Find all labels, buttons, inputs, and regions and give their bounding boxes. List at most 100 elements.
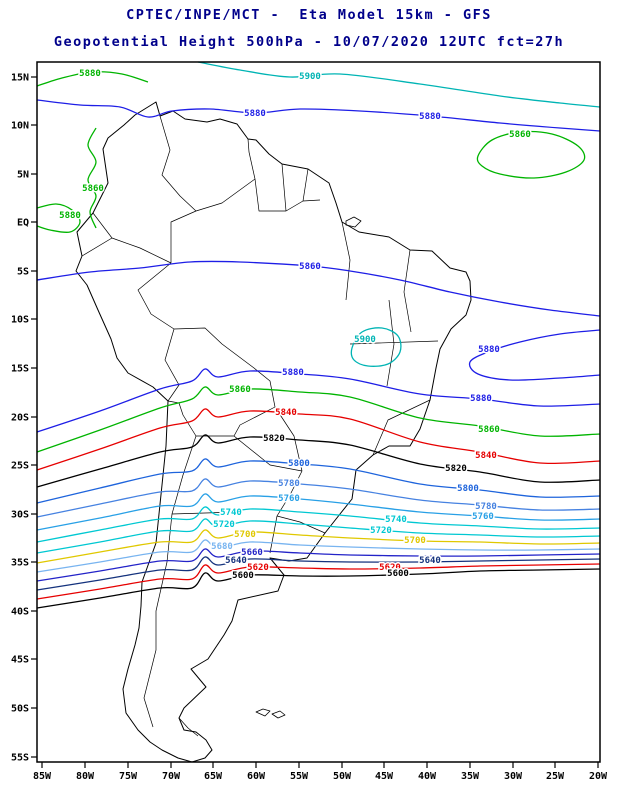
contour-line-5900 [350,327,402,367]
contour-label-5880: 5880 [478,345,500,355]
lon-tick-label: 70W [162,771,181,782]
contour-label-5800: 5800 [457,484,479,494]
contour-label-5780: 5780 [475,502,497,512]
lat-tick-label: 55S [11,753,29,764]
contour-label-5880: 5880 [419,112,441,122]
contour-label-5860: 5860 [299,262,321,272]
map-frame [36,61,601,763]
contour-label-5700: 5700 [234,530,256,540]
lat-tick-label: 10N [11,121,29,132]
contour-label-5740: 5740 [220,508,242,518]
contour-line-5860 [476,130,586,179]
contour-label-5760: 5760 [472,512,494,522]
lon-tick-label: 45W [375,771,394,782]
lat-tick-label: 5N [17,170,29,181]
contour-label-5620: 5620 [247,563,269,573]
contour-label-5900: 5900 [354,335,376,345]
lon-tick-label: 85W [33,771,52,782]
contour-label-5620: 5620 [379,563,401,573]
contour-label-5880: 5880 [470,394,492,404]
contour-line-5880 [36,368,601,433]
contour-layer: 5880 5900 5880 5880 5860 5860 5880 5860 5900 5880… [36,61,601,609]
contour-line-5880 [468,329,601,381]
contour-label-5880: 5880 [244,109,266,119]
axis-layer: 15N 10N 5N EQ 5S 10S 15S 20S 25S 30S 35S 40S 45S 50S 5… [11,73,608,783]
contour-line-5880 [36,71,149,87]
contour-line-5860 [36,386,601,453]
lat-tick-label: 5S [17,267,29,278]
contour-line-5620 [36,563,601,600]
contour-label-5640: 5640 [419,556,441,566]
contour-line-5860 [87,127,97,229]
lon-tick-label: 80W [76,771,95,782]
contour-label-5820: 5820 [445,464,467,474]
lat-tick-label: 40S [11,607,29,618]
contour-line-5680 [36,539,601,573]
map-background [37,62,600,762]
contour-label-5820: 5820 [263,434,285,444]
contour-label-5840: 5840 [475,451,497,461]
islands [255,216,362,719]
contour-label-5700: 5700 [404,536,426,546]
lat-tick-label: 15N [11,73,29,84]
contour-label-5640: 5640 [225,556,247,566]
contour-label-5680: 5680 [211,542,233,552]
contour-line-5720 [36,518,601,554]
contour-label-5860: 5860 [82,184,104,194]
lon-tick-label: 35W [461,771,480,782]
contour-line-5880 [36,99,601,132]
contour-label-5840: 5840 [275,408,297,418]
country-borders [81,115,439,737]
lat-tick-label: EQ [17,218,29,229]
lat-tick-label: 15S [11,364,29,375]
lat-tick-label: 25S [11,461,29,472]
contour-line-5780 [36,478,601,518]
contour-label-5660: 5660 [241,548,263,558]
lon-tick-label: 40W [418,771,437,782]
contour-label-5740: 5740 [385,515,407,525]
contour-label-5760: 5760 [278,494,300,504]
contour-line-5840 [36,408,601,471]
contour-line-5860 [36,260,601,317]
contour-line-5820 [36,434,601,488]
contour-label-5720: 5720 [370,526,392,536]
contour-label-5800: 5800 [288,459,310,469]
contour-label-5600: 5600 [387,569,409,579]
lat-tick-label: 45S [11,655,29,666]
contour-line-5700 [36,529,601,564]
lon-tick-label: 75W [119,771,138,782]
lon-tick-label: 25W [546,771,565,782]
contour-line-5600 [36,568,601,609]
lat-tick-label: 50S [11,704,29,715]
contour-line-5740 [36,506,601,543]
lat-tick-label: 10S [11,315,29,326]
contour-label-5880: 5880 [282,368,304,378]
contour-line-5900 [197,61,601,108]
contour-label-5860: 5860 [229,385,251,395]
lon-tick-label: 55W [290,771,309,782]
contour-line-5760 [36,493,601,531]
contour-label-5900: 5900 [299,72,321,82]
chart-title: CPTEC/INPE/MCT - Eta Model 15km - GFS [126,7,492,23]
contour-line-5880 [36,203,81,234]
contour-line-5660 [36,548,601,582]
contour-label-5780: 5780 [278,479,300,489]
contour-label-5860: 5860 [509,130,531,140]
lon-tick-label: 60W [247,771,266,782]
contour-label-5860: 5860 [478,425,500,435]
lon-tick-label: 30W [504,771,523,782]
contour-label-5880: 5880 [79,69,101,79]
lat-tick-label: 20S [11,413,29,424]
contour-label-5720: 5720 [213,520,235,530]
lat-tick-label: 35S [11,558,29,569]
lat-tick-label: 30S [11,510,29,521]
contour-label-5600: 5600 [232,571,254,581]
lon-tick-label: 65W [204,771,223,782]
lon-tick-label: 20W [589,771,608,782]
contour-line-5800 [36,458,601,504]
contour-label-5880: 5880 [59,211,81,221]
geography-layer [75,101,472,763]
contour-line-5640 [36,556,601,591]
